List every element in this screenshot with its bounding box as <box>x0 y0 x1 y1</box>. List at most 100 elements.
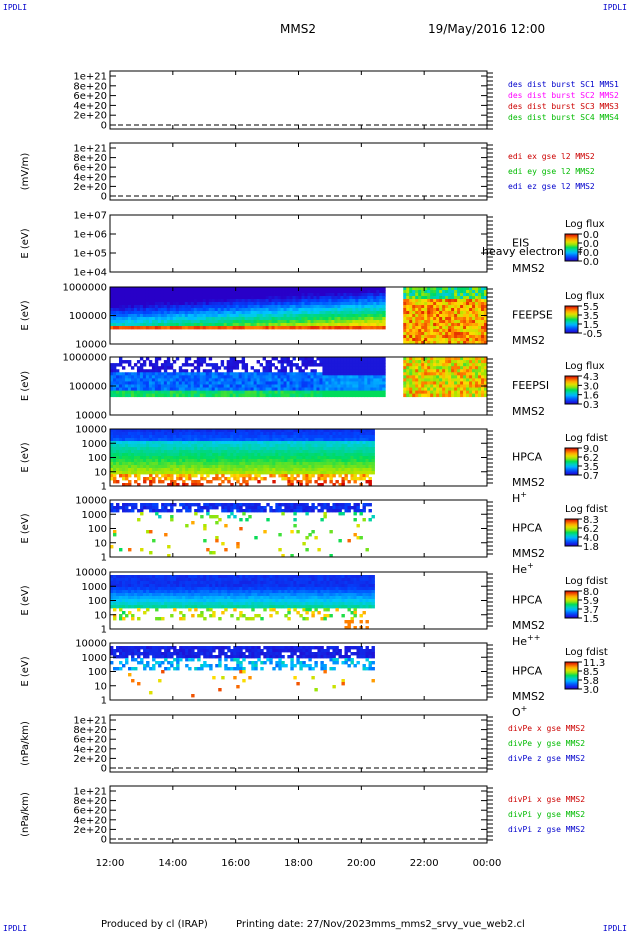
spectrogram-cell <box>119 453 123 457</box>
spectrogram-cell <box>142 299 147 303</box>
spectrogram-cell <box>475 332 479 336</box>
spectrogram-cell <box>196 390 201 395</box>
spectrogram-cell <box>475 390 479 395</box>
spectrogram-cell <box>325 357 329 361</box>
spectrogram-cell <box>316 387 320 391</box>
spectrogram-cell <box>253 384 258 388</box>
spectrogram-cell <box>152 459 156 463</box>
spectrogram-cell <box>472 378 476 382</box>
spectrogram-cell <box>259 314 263 318</box>
spectrogram-cell <box>230 483 234 487</box>
spectrogram-cell <box>430 384 434 388</box>
spectrogram-cell <box>325 381 329 385</box>
spectrogram-cell <box>305 444 309 448</box>
spectrogram-cell <box>314 459 318 463</box>
spectrogram-cell <box>346 326 350 330</box>
spectrogram-cell <box>197 471 201 475</box>
spectrogram-cell <box>262 314 266 318</box>
spectrogram-cell <box>148 305 153 309</box>
spectrogram-cell <box>185 444 189 448</box>
spectrogram-cell <box>149 432 153 436</box>
spectrogram-cell <box>430 293 434 297</box>
spectrogram-cell <box>196 366 201 370</box>
spectrogram-cell <box>247 323 252 327</box>
spectrogram-cell <box>367 314 371 318</box>
spectrogram-cell <box>188 429 192 433</box>
spectrogram-cell <box>155 447 159 451</box>
spectrogram-cell <box>442 378 446 382</box>
spectrogram-cell <box>409 338 413 342</box>
spectrogram-cell <box>259 296 263 300</box>
spectrogram-cell <box>463 369 467 373</box>
spectrogram-cell <box>439 299 443 303</box>
spectrogram-cell <box>211 305 216 309</box>
spectrogram-cell <box>418 305 422 309</box>
spectrogram-cell <box>403 320 407 324</box>
spectrogram-cell <box>343 360 347 364</box>
spectrogram-cell <box>149 459 153 463</box>
spectrogram-cell <box>233 429 237 433</box>
spectrogram-cell <box>124 387 129 391</box>
spectrogram-cell <box>274 302 278 306</box>
spectrogram-cell <box>475 381 479 385</box>
spectrogram-cell <box>250 314 255 318</box>
spectrogram-cell <box>296 468 300 472</box>
spectrogram-cell <box>112 302 117 306</box>
spectrogram-cell <box>181 320 186 324</box>
spectrogram-cell <box>269 471 273 475</box>
spectrogram-cell <box>337 366 341 370</box>
spectrogram-cell <box>365 456 369 460</box>
spectrogram-cell <box>358 323 362 327</box>
spectrogram-cell <box>188 450 192 454</box>
spectrogram-cell <box>259 320 263 324</box>
legend-entry: des dist burst SC1 MMS1 <box>508 80 619 89</box>
spectrogram-cell <box>235 299 240 303</box>
spectrogram-cell <box>232 357 237 361</box>
y-tick-label: 1000000 <box>62 283 107 294</box>
spectrogram-cell <box>454 387 458 391</box>
spectrogram-cell <box>328 299 332 303</box>
spectrogram-cell <box>433 302 437 306</box>
spectrogram-cell <box>359 456 363 460</box>
spectrogram-cell <box>343 299 347 303</box>
spectrogram-cell <box>359 477 363 481</box>
spectrogram-cell <box>442 317 446 321</box>
spectrogram-cell <box>190 320 195 324</box>
spectrogram-cell <box>238 311 243 315</box>
spectrogram-cell <box>244 299 249 303</box>
spectrogram-cell <box>190 287 195 291</box>
spectrogram-cell <box>355 299 359 303</box>
spectrogram-cell <box>118 384 123 388</box>
spectrogram-cell <box>313 372 317 376</box>
spectrogram-cell <box>373 290 377 294</box>
spectrogram-cell <box>320 429 324 433</box>
spectrogram-cell <box>245 450 249 454</box>
spectrogram-cell <box>376 384 380 388</box>
spectrogram-cell <box>239 432 243 436</box>
spectrogram-cell <box>302 465 306 469</box>
spectrogram-cell <box>304 360 308 364</box>
colorbar-tick-label: 1.6 <box>583 391 599 402</box>
spectrogram-cell <box>314 468 318 472</box>
spectrogram-cell <box>239 447 243 451</box>
spectrogram-cell <box>295 287 299 291</box>
spectrogram-cell <box>173 438 177 442</box>
spectrogram-cell <box>368 450 372 454</box>
spectrogram-cell <box>271 393 275 398</box>
spectrogram-cell <box>149 462 153 466</box>
spectrogram-cell <box>214 393 219 398</box>
spectrogram-cell <box>148 290 153 294</box>
spectrogram-cell <box>235 366 240 370</box>
spectrogram-cell <box>199 393 204 398</box>
spectrogram-cell <box>139 311 144 315</box>
spectrogram-cell <box>436 317 440 321</box>
spectrogram-cell <box>221 444 225 448</box>
spectrogram-cell <box>268 393 272 398</box>
spectrogram-cell <box>457 381 461 385</box>
spectrogram-cell <box>409 390 413 395</box>
spectrogram-cell <box>214 378 219 382</box>
spectrogram-cell <box>203 468 207 472</box>
spectrogram-cell <box>340 296 344 300</box>
spectrogram-cell <box>271 308 275 312</box>
spectrogram-cell <box>454 293 458 297</box>
